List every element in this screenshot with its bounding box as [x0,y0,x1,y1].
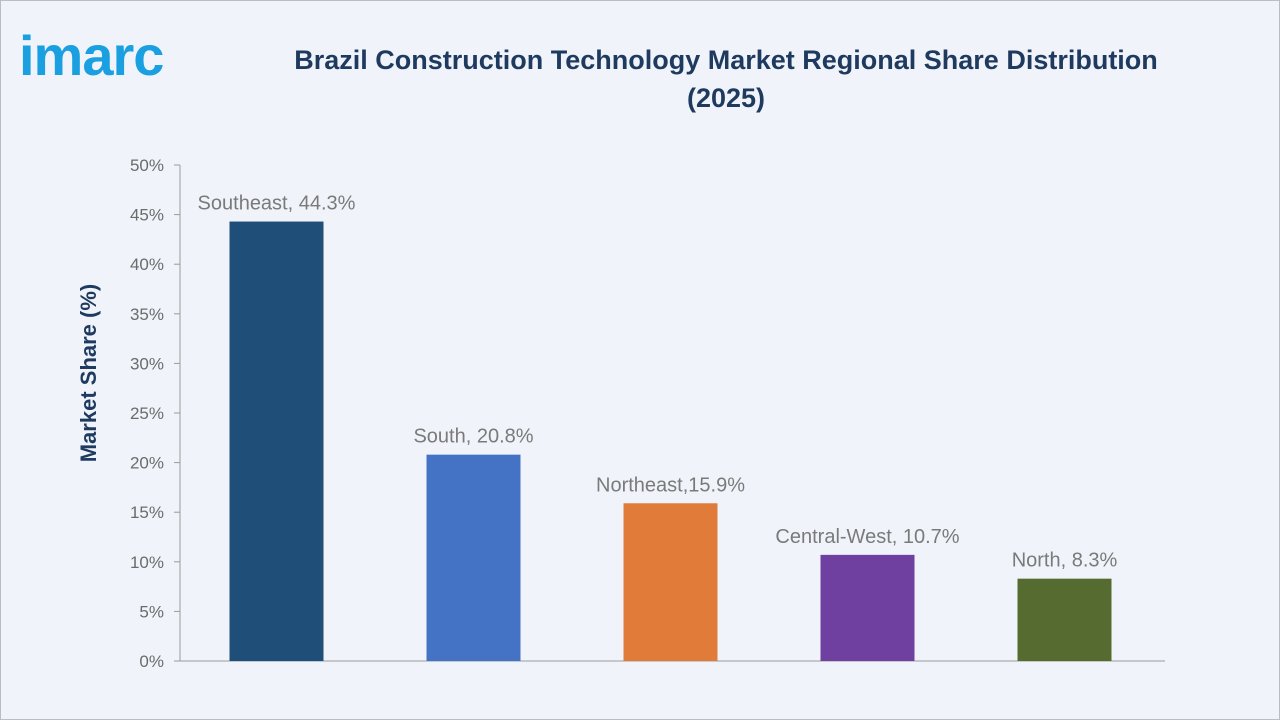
axes: 0% 5% 10% 15% 20% 25% 30% 35% 40% 45% 50% [130,156,1165,671]
data-label: Northeast,15.9% [596,474,745,496]
data-label: Southeast, 44.3% [198,193,356,215]
y-tick-label: 5% [139,602,164,621]
y-tick-label: 10% [130,553,164,572]
chart-title: Brazil Construction Technology Market Re… [241,41,1211,117]
chart-title-line2: (2025) [686,83,766,113]
y-tick-label: 0% [139,652,164,671]
data-label: South, 20.8% [413,426,533,448]
y-tick-label: 45% [130,206,164,225]
y-tick-label: 30% [130,354,164,373]
y-tick-label: 50% [130,156,164,175]
data-label: Central-West, 10.7% [775,526,959,548]
data-label: North, 8.3% [1012,550,1118,572]
bar-south [426,454,521,661]
bars [229,221,1112,661]
bar-central-west [820,554,915,661]
data-labels: Southeast, 44.3% South, 20.8% Northeast,15… [198,193,1118,572]
bar-northeast [623,503,718,661]
logo-text: imarc [19,24,163,87]
y-axis-label: Market Share (%) [76,284,101,463]
y-tick-label: 20% [130,454,164,473]
bar-southeast [229,221,324,661]
y-tick-label: 15% [130,503,164,522]
bar-north [1017,578,1112,661]
y-tick-label: 40% [130,255,164,274]
y-tick-label: 25% [130,404,164,423]
y-tick-label: 35% [130,305,164,324]
imarc-logo: imarc [19,24,164,87]
chart-title-line1: Brazil Construction Technology Market Re… [294,45,1158,75]
